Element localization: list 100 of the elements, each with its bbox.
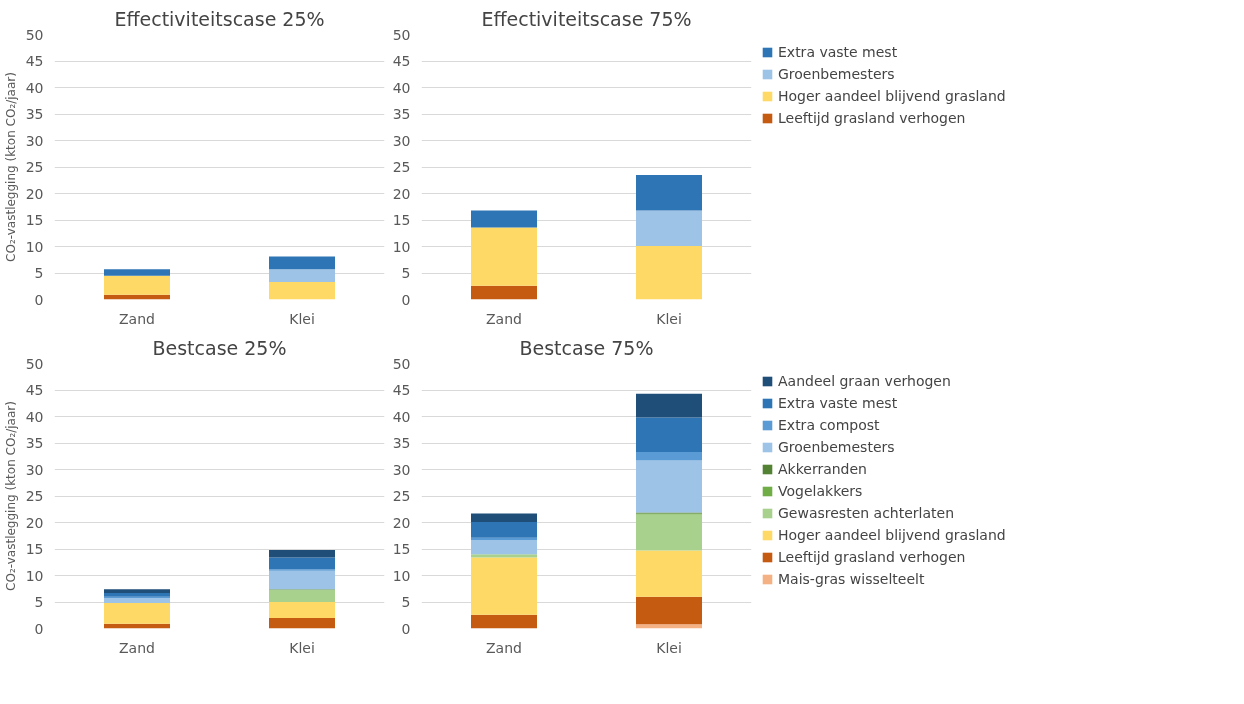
bar — [269, 269, 335, 283]
bar — [269, 557, 335, 570]
x-tick-label: Zand — [119, 310, 155, 327]
bar — [636, 210, 702, 246]
chart-title: Effectiviteitscase 25% — [114, 7, 325, 30]
legend-label: Extra vaste mest — [778, 44, 898, 60]
y-tick-label: 35 — [25, 435, 44, 451]
bar — [636, 452, 702, 461]
bar — [636, 393, 702, 418]
bar — [636, 174, 702, 211]
y-tick-label: 35 — [392, 435, 411, 451]
x-tick-label: Zand — [119, 639, 155, 656]
bar — [269, 602, 335, 618]
legend-label: Akkerranden — [778, 461, 867, 477]
y-tick-label: 15 — [392, 541, 411, 557]
y-tick-label: 5 — [401, 594, 411, 610]
y-tick-label: 10 — [25, 567, 44, 584]
bar — [104, 598, 170, 604]
y-tick-label: 5 — [401, 265, 411, 281]
x-tick-label: Klei — [656, 639, 682, 656]
bar — [471, 521, 537, 538]
chart-title: Bestcase 25% — [152, 336, 287, 359]
bar — [636, 245, 702, 300]
y-tick-label: 45 — [392, 53, 411, 69]
y-tick-label: 10 — [25, 238, 44, 255]
bar — [269, 589, 335, 602]
y-tick-label: 20 — [25, 185, 44, 202]
bar — [636, 514, 702, 551]
y-tick-label: 30 — [392, 132, 411, 149]
bar — [636, 550, 702, 597]
legend-label: Leeftijd grasland verhogen — [778, 110, 966, 126]
legend-label: Leeftijd grasland verhogen — [778, 549, 966, 565]
bar — [104, 275, 170, 295]
y-tick-label: 45 — [392, 382, 411, 398]
y-tick-label: 25 — [392, 159, 411, 175]
y-tick-label: 25 — [25, 488, 44, 504]
bar — [471, 285, 537, 300]
bar — [269, 617, 335, 629]
legend-label: Vogelakkers — [778, 483, 863, 499]
legend-label: Groenbemesters — [778, 439, 895, 455]
x-tick-label: Klei — [289, 310, 315, 327]
y-tick-label: 0 — [401, 291, 411, 308]
chart-title: Bestcase 75% — [519, 336, 654, 359]
y-tick-label: 30 — [25, 461, 44, 478]
y-tick-label: 5 — [34, 265, 44, 281]
y-tick-label: 20 — [392, 185, 411, 202]
y-tick-label: 35 — [25, 106, 44, 122]
bar — [104, 592, 170, 597]
bar — [104, 603, 170, 624]
bar — [471, 539, 537, 555]
y-tick-label: 20 — [392, 514, 411, 531]
legend-label: Groenbemesters — [778, 66, 895, 82]
bar — [471, 537, 537, 540]
bar — [269, 282, 335, 300]
bar — [269, 256, 335, 270]
y-tick-label: 10 — [392, 567, 411, 584]
y-axis-title: CO₂-vastlegging (kton CO₂/jaar) — [3, 401, 18, 591]
y-tick-label: 50 — [25, 26, 44, 43]
y-tick-label: 40 — [392, 79, 411, 96]
bar — [471, 513, 537, 522]
y-tick-label: 15 — [25, 212, 44, 228]
bar — [471, 210, 537, 228]
bar — [471, 554, 537, 558]
y-tick-label: 40 — [25, 408, 44, 425]
bar — [104, 589, 170, 593]
y-tick-label: 15 — [25, 541, 44, 557]
x-tick-label: Zand — [486, 310, 522, 327]
chart-title: Effectiviteitscase 75% — [481, 7, 692, 30]
bar — [104, 269, 170, 276]
bar — [269, 550, 335, 558]
y-tick-label: 40 — [392, 408, 411, 425]
y-tick-label: 20 — [25, 514, 44, 531]
bar — [636, 624, 702, 629]
y-tick-label: 25 — [25, 159, 44, 175]
y-tick-label: 0 — [34, 291, 44, 308]
bar — [471, 614, 537, 629]
legend-label: Extra compost — [778, 417, 880, 433]
y-tick-label: 25 — [392, 488, 411, 504]
legend-label: Hoger aandeel blijvend grasland — [778, 88, 1006, 104]
legend-label: Aandeel graan verhogen — [778, 373, 951, 389]
y-tick-label: 0 — [401, 620, 411, 637]
bar — [471, 227, 537, 286]
bar — [269, 570, 335, 590]
y-tick-label: 15 — [392, 212, 411, 228]
legend-label: Hoger aandeel blijvend grasland — [778, 527, 1006, 543]
bar — [636, 460, 702, 513]
y-tick-label: 5 — [34, 594, 44, 610]
legend-label: Gewasresten achterlaten — [778, 505, 955, 521]
y-tick-label: 40 — [25, 79, 44, 96]
y-tick-label: 35 — [392, 106, 411, 122]
bar — [471, 557, 537, 615]
y-tick-label: 45 — [25, 53, 44, 69]
y-tick-label: 0 — [34, 620, 44, 637]
y-tick-label: 10 — [392, 238, 411, 255]
x-tick-label: Klei — [289, 639, 315, 656]
bar — [636, 417, 702, 453]
x-tick-label: Klei — [656, 310, 682, 327]
y-tick-label: 50 — [392, 355, 411, 372]
y-tick-label: 50 — [392, 26, 411, 43]
y-axis-title: CO₂-vastlegging (kton CO₂/jaar) — [3, 72, 18, 262]
